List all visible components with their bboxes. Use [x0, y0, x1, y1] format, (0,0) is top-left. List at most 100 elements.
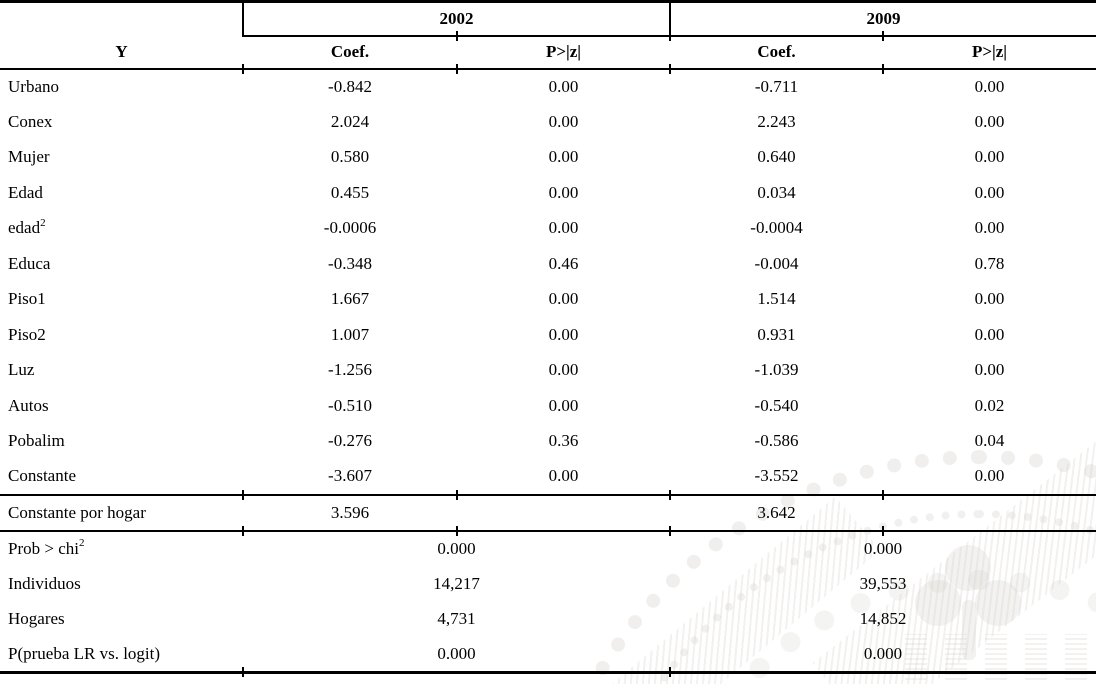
coef-2009-header: Coef.	[669, 29, 883, 73]
p-2009-header: P>|z|	[882, 29, 1096, 73]
p-2002-value: 0.00	[548, 360, 579, 380]
coef-2002-value: -0.276	[328, 431, 372, 451]
table-row-edad: Edad 0.455 0.00 0.034 0.00	[0, 175, 1096, 211]
row-label: Urbano	[8, 76, 59, 96]
row-label: Piso2	[8, 324, 46, 344]
coef-2009-value: -3.552	[754, 466, 799, 486]
row-label: Piso1	[8, 289, 46, 309]
table-row-educa: Educa -0.348 0.46 -0.004 0.78	[0, 246, 1096, 282]
p-2009-value: 0.00	[974, 360, 1005, 380]
stat-label: P(prueba LR vs. logit)	[0, 637, 243, 674]
p-2002-value: 0.00	[548, 324, 579, 344]
table-row-autos: Autos -0.510 0.00 -0.540 0.02	[0, 388, 1096, 424]
stat-2002-value: 14,217	[433, 573, 480, 593]
coef-2002-value: -0.842	[328, 76, 372, 96]
p-2002-value: 0.00	[548, 466, 579, 486]
coef-2009-value: -0.0004	[750, 218, 803, 238]
stat-2009-value: 0.000	[669, 637, 1096, 677]
table-row-piso2: Piso2 1.007 0.00 0.931 0.00	[0, 317, 1096, 353]
stat-row-lr-test: P(prueba LR vs. logit) 0.000 0.000	[0, 637, 1096, 677]
coef-2009-value: 2.243	[757, 111, 796, 131]
table-row-mujer: Mujer 0.580 0.00 0.640 0.00	[0, 140, 1096, 176]
row-label: Autos	[8, 395, 49, 415]
coef-2009-value: -0.711	[754, 76, 799, 96]
p-2002-value: 0.00	[548, 395, 579, 415]
p-2009-value: 0.00	[974, 76, 1005, 96]
coef-2009-value: 0.034	[757, 182, 796, 202]
p-2002-value: 0.00	[548, 111, 579, 131]
stat-2009-value: 0.000	[863, 538, 903, 558]
stat-2002-value: 4,731	[437, 609, 476, 629]
stat-label: Prob > chi2	[8, 537, 85, 558]
coef-2002-value: -0.0006	[323, 218, 377, 238]
stat-2002-value: 0.000	[437, 538, 476, 558]
row-label: Edad	[8, 182, 43, 202]
stat-2009-value: 39,553	[859, 573, 907, 593]
p-2009-value: 0.00	[974, 466, 1005, 486]
coef-2002-value: 1.007	[330, 324, 370, 344]
table-row-pobalim: Pobalim -0.276 0.36 -0.586 0.04	[0, 424, 1096, 460]
stat-row-individuos: Individuos 14,217 39,553	[0, 566, 1096, 602]
p-2009-value: 0.00	[974, 182, 1005, 202]
coef-2002-value: -1.256	[328, 360, 372, 380]
stat-row-hogares: Hogares 4,731 14,852	[0, 602, 1096, 638]
p-2002-value: 0.00	[548, 147, 579, 167]
p-2009-value: 0.02	[974, 395, 1005, 415]
p-2009-value: 0.00	[974, 324, 1005, 344]
p-2009-blank	[882, 490, 1096, 537]
coef-2002-value: -3.607	[328, 466, 372, 486]
coef-2009-value: 0.931	[757, 324, 796, 344]
p-2002-blank	[456, 490, 670, 537]
row-label: Educa	[8, 253, 51, 273]
stat-label: Hogares	[8, 609, 65, 629]
table-row-piso1: Piso1 1.667 0.00 1.514 0.00	[0, 282, 1096, 318]
corner-blank-cell	[0, 0, 243, 36]
stat-2009-value: 14,852	[859, 609, 907, 629]
household-constant-row: Constante por hogar 3.596 3.642	[0, 490, 1096, 537]
p-2002-header: P>|z|	[456, 29, 670, 73]
row-label: Pobalim	[8, 431, 65, 451]
p-2002-value: 0.00	[548, 76, 579, 96]
p-2009-value: 0.78	[974, 253, 1005, 273]
table-row-edad-squared: edad2 -0.0006 0.00 -0.0004 0.00	[0, 211, 1096, 247]
coef-2009-value: -0.540	[754, 395, 799, 415]
p-2002-value: 0.00	[548, 218, 579, 238]
row-label: Constante	[8, 466, 76, 486]
p-2002-value: 0.46	[548, 253, 579, 273]
coef-2009-value: 3.642	[669, 490, 883, 537]
coef-2002-value: -0.348	[328, 253, 372, 273]
coef-2009-value: -0.586	[754, 431, 799, 451]
p-2009-value: 0.00	[974, 111, 1005, 131]
coef-2002-value: 2.024	[330, 111, 370, 131]
p-2009-value: 0.04	[974, 431, 1005, 451]
coef-2002-header: Coef.	[242, 35, 457, 73]
stat-label: Individuos	[8, 573, 81, 593]
coef-2002-value: 0.580	[330, 147, 370, 167]
row-label: Constante por hogar	[0, 493, 243, 532]
coef-2002-value: 3.596	[242, 490, 457, 537]
y-column-header: Y	[0, 35, 243, 70]
p-2009-value: 0.00	[974, 289, 1005, 309]
coef-2009-value: 0.640	[757, 147, 796, 167]
table-row-urbano: Urbano -0.842 0.00 -0.711 0.00	[0, 69, 1096, 105]
row-label: Mujer	[8, 147, 50, 167]
column-header-row: Y Coef. P>|z| Coef. P>|z|	[0, 29, 1096, 73]
p-2009-value: 0.00	[974, 147, 1005, 167]
row-label: edad2	[8, 216, 46, 238]
stat-row-prob-chi2: Prob > chi2 0.000 0.000	[0, 531, 1096, 567]
year-header-row: 2002 2009	[0, 0, 1096, 37]
p-2002-value: 0.36	[548, 431, 579, 451]
stat-2002-value: 0.000	[242, 637, 670, 677]
p-2002-value: 0.00	[548, 289, 579, 309]
coef-2009-value: -1.039	[754, 360, 799, 380]
table-row-conex: Conex 2.024 0.00 2.243 0.00	[0, 104, 1096, 140]
coef-2002-value: 1.667	[330, 289, 370, 309]
coef-2009-value: -0.004	[754, 253, 799, 273]
coef-2009-value: 1.514	[757, 289, 796, 309]
coef-2002-value: 0.455	[330, 182, 370, 202]
p-2009-value: 0.00	[974, 218, 1005, 238]
p-2002-value: 0.00	[548, 182, 579, 202]
row-label: Conex	[8, 111, 53, 131]
